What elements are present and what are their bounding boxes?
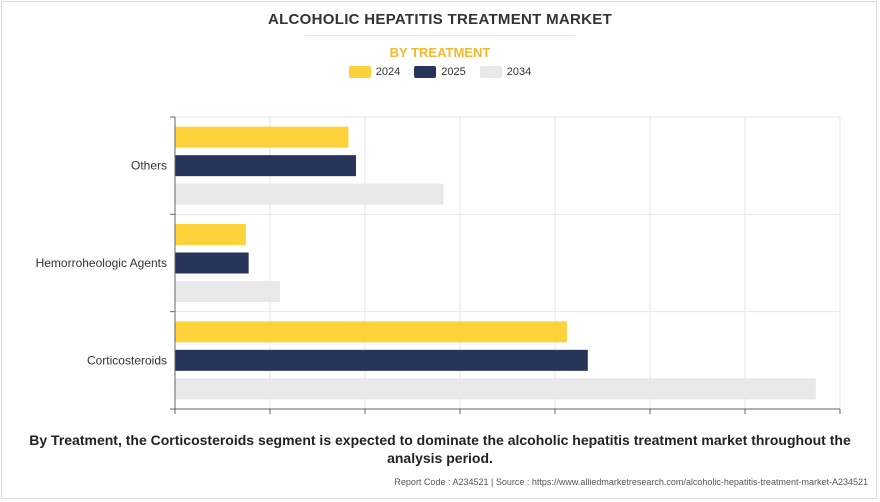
title-divider (305, 35, 575, 36)
source-line: Report Code : A234521 | Source : https:/… (394, 477, 868, 487)
bar-corticosteroids-2024 (175, 321, 567, 343)
chart-title: ALCOHOLIC HEPATITIS TREATMENT MARKET (267, 11, 613, 28)
bar-corticosteroids-2025 (175, 349, 588, 371)
legend-label-2034: 2034 (506, 66, 532, 78)
category-label-hemorroheologic-agents: Hemorroheologic Agents (36, 256, 167, 270)
bar-others-2025 (175, 155, 356, 177)
legend-label-2024: 2024 (375, 66, 401, 78)
legend: 2024 2025 2034 (0, 66, 880, 78)
legend-swatch-2034 (479, 66, 502, 78)
bar-chart: Others Hemorroheologic Agents Corticostero… (36, 116, 841, 414)
legend-item-2034[interactable]: 2034 (479, 66, 532, 78)
bar-corticosteroids-2034 (175, 378, 816, 400)
bar-others-2024 (175, 126, 349, 148)
bar-hemorroheologic-agents-2024 (175, 224, 246, 245)
bar-others-2034 (175, 183, 444, 205)
legend-label-2025: 2025 (441, 66, 466, 78)
bar-hemorroheologic-agents-2025 (175, 252, 249, 274)
category-label-corticosteroids: Corticosteroids (87, 353, 167, 367)
category-label-others: Others (131, 159, 167, 173)
chart-footnote: By Treatment, the Corticosteroids segmen… (29, 432, 851, 466)
legend-item-2025[interactable]: 2025 (414, 66, 466, 78)
legend-item-2024[interactable]: 2024 (348, 66, 401, 78)
chart-subtitle: BY TREATMENT (389, 45, 491, 60)
bar-hemorroheologic-agents-2034 (175, 281, 280, 302)
legend-swatch-2025 (414, 66, 437, 78)
legend-swatch-2024 (348, 66, 371, 78)
